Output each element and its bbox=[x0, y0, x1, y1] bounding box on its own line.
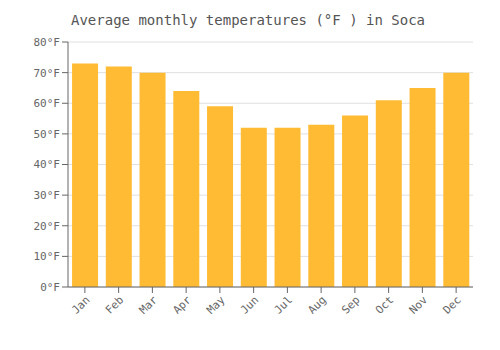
svg-text:Jun: Jun bbox=[238, 293, 261, 316]
svg-text:60°F: 60°F bbox=[34, 97, 61, 110]
svg-text:Oct: Oct bbox=[373, 293, 396, 316]
svg-text:50°F: 50°F bbox=[34, 128, 61, 141]
svg-text:Aug: Aug bbox=[306, 293, 329, 316]
svg-text:Mar: Mar bbox=[137, 293, 161, 317]
svg-text:Apr: Apr bbox=[171, 293, 195, 317]
svg-text:40°F: 40°F bbox=[34, 158, 61, 171]
svg-text:0°F: 0°F bbox=[40, 281, 60, 294]
svg-text:Jul: Jul bbox=[272, 293, 295, 316]
svg-text:80°F: 80°F bbox=[34, 36, 61, 49]
html-text:Average monthly temperatures (: Average monthly temperatures (°F ) in So… bbox=[71, 12, 425, 28]
svg-text:20°F: 20°F bbox=[34, 220, 61, 233]
svg-text:Dec: Dec bbox=[441, 293, 464, 316]
svg-text:30°F: 30°F bbox=[34, 189, 61, 202]
svg-text:May: May bbox=[204, 293, 228, 317]
svg-text:Nov: Nov bbox=[407, 293, 431, 317]
svg-text:10°F: 10°F bbox=[34, 250, 61, 263]
svg-text:Feb: Feb bbox=[103, 293, 126, 316]
svg-text:70°F: 70°F bbox=[34, 67, 61, 80]
svg-text:Jan: Jan bbox=[69, 293, 92, 316]
svg-text:Sep: Sep bbox=[339, 293, 362, 316]
